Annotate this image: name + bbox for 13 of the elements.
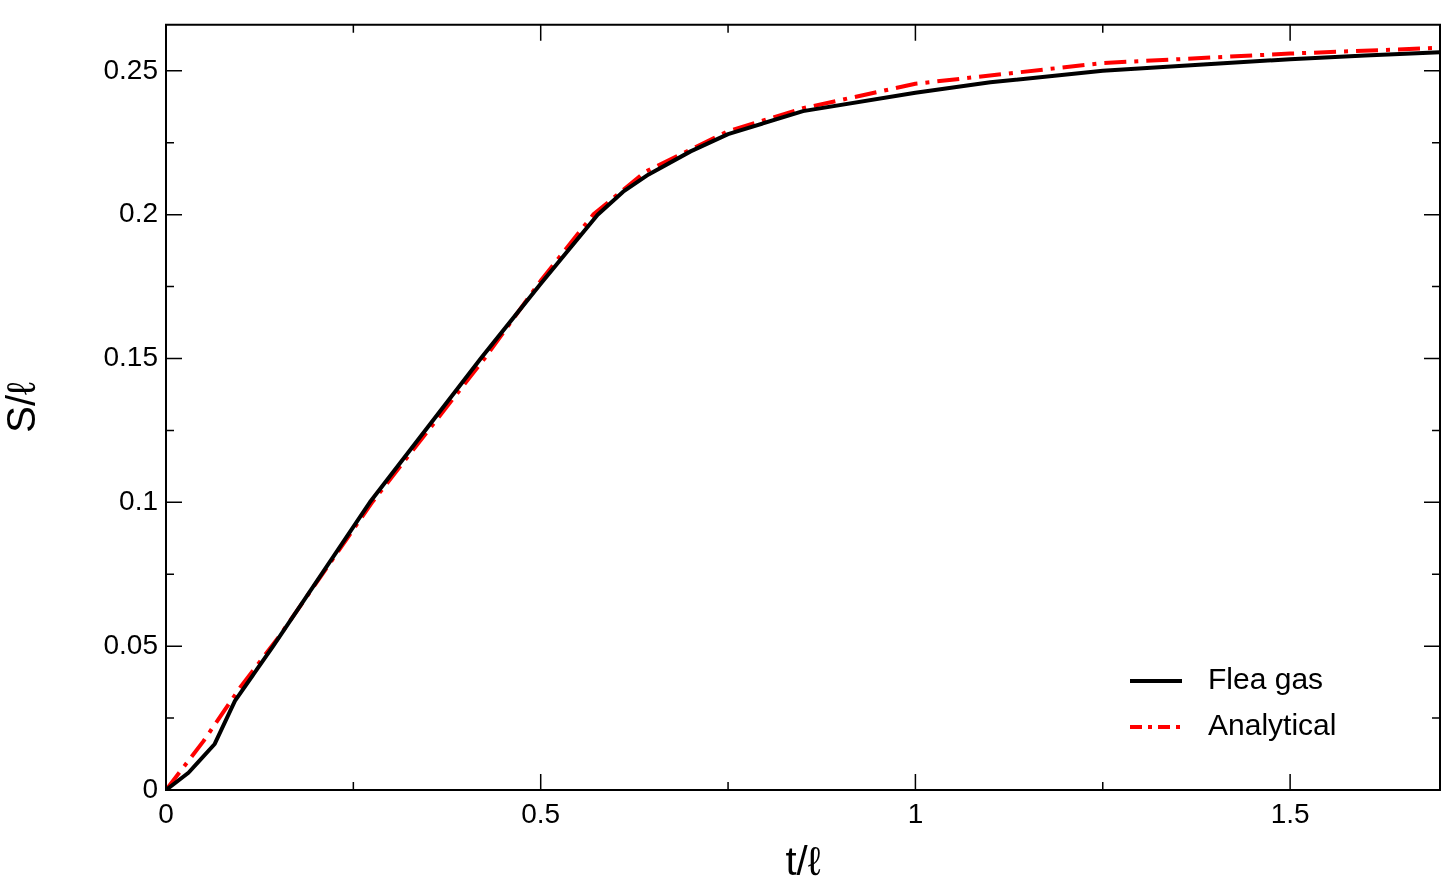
x-tick-label: 1 xyxy=(907,797,924,829)
y-axis-title: S/ℓ xyxy=(0,381,44,433)
x-tick-label: 0.5 xyxy=(521,797,561,829)
legend-label: Flea gas xyxy=(1208,662,1324,696)
legend-label: Analytical xyxy=(1208,708,1337,742)
y-tick-label: 0.25 xyxy=(103,53,158,85)
y-tick-label: 0.2 xyxy=(119,197,158,229)
y-tick-label: 0.05 xyxy=(103,628,158,660)
x-tick-label: 1.5 xyxy=(1270,797,1310,829)
y-tick-label: 0.1 xyxy=(119,485,158,517)
y-tick-label: 0.15 xyxy=(103,341,158,373)
y-tick-label: 0 xyxy=(142,772,158,804)
x-axis-title: t/ℓ xyxy=(785,839,821,884)
